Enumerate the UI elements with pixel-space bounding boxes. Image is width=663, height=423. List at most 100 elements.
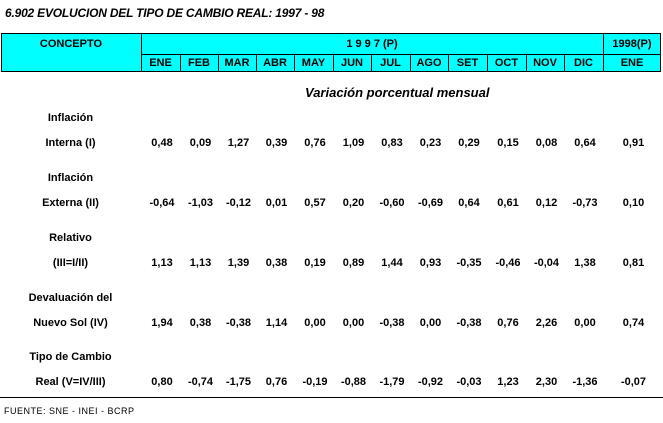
- table-cell-value: 1,13: [151, 257, 173, 269]
- table-cell-value: 2,30: [535, 376, 558, 388]
- table-cell-value: -0,69: [417, 197, 444, 209]
- table-cell-value: 0,15: [497, 137, 519, 149]
- header-month: AGO: [416, 57, 442, 69]
- table-cell-value: 0,81: [622, 257, 645, 269]
- table-cell-value: 0,29: [458, 137, 480, 149]
- row-label: Inflación: [47, 172, 94, 184]
- header-month: JUL: [380, 57, 401, 69]
- table-cell-value: -1,75: [225, 376, 252, 388]
- month-column-divider: [294, 54, 295, 72]
- row-label: Tipo de Cambio: [29, 351, 112, 363]
- month-column-divider: [487, 54, 488, 72]
- month-column-divider: [218, 54, 219, 72]
- table-cell-value: -0,92: [417, 376, 444, 388]
- table-cell-value: 0,74: [622, 317, 645, 329]
- table-cell-value: 0,64: [574, 137, 596, 149]
- table-cell-value: 1,27: [227, 137, 250, 149]
- month-column-divider: [526, 54, 527, 72]
- table-cell-value: -0,19: [302, 376, 328, 388]
- table-cell-value: -1,03: [187, 197, 214, 209]
- table-cell-value: 1,44: [381, 257, 403, 269]
- table-cell-value: -1,79: [379, 376, 405, 388]
- header-month: ENE: [149, 57, 172, 69]
- table-cell-value: 1,09: [342, 137, 365, 149]
- table-cell-value: 0,00: [574, 317, 596, 329]
- row-sublabel: Real (V=IV/III): [35, 376, 106, 388]
- row-label: Relativo: [49, 232, 92, 244]
- table-cell-value: 0,93: [419, 257, 442, 269]
- row-sublabel: Externa (II): [42, 197, 99, 209]
- table-cell-value: 0,76: [304, 137, 326, 149]
- table-cell-value: 0,80: [151, 376, 173, 388]
- table-cell-value: 1,14: [265, 317, 288, 329]
- table-cell-value: -0,60: [379, 197, 405, 209]
- table-cell-value: 0,12: [535, 197, 558, 209]
- header-month: DIC: [574, 57, 593, 69]
- table-cell-value: 0,00: [342, 317, 365, 329]
- month-column-divider: [256, 54, 257, 72]
- table-cell-value: 0,61: [497, 197, 519, 209]
- table-cell-value: 0,83: [381, 137, 403, 149]
- row-label: Inflación: [47, 112, 94, 124]
- month-column-divider: [448, 54, 449, 72]
- table-cell-value: 2,26: [535, 317, 558, 329]
- header-month: SET: [456, 57, 479, 69]
- table-cell-value: 0,57: [304, 197, 326, 209]
- header-year-1998: 1998(P): [612, 38, 652, 50]
- row-sublabel: (III=I/II): [52, 257, 89, 269]
- table-cell-value: 0,76: [497, 317, 519, 329]
- header-column-divider: [141, 33, 142, 72]
- header-month: OCT: [494, 57, 519, 69]
- table-cell-value: -0,64: [149, 197, 175, 209]
- table-cell-value: 0,09: [189, 137, 212, 149]
- table-cell-value: -0,38: [379, 317, 405, 329]
- table-cell-value: -0,03: [456, 376, 482, 388]
- row-sublabel: Interna (I): [45, 137, 96, 149]
- table-cell-value: 1,94: [151, 317, 173, 329]
- table-cell-value: 1,39: [227, 257, 250, 269]
- table-cell-value: 0,00: [419, 317, 442, 329]
- table-cell-value: 0,23: [419, 137, 442, 149]
- table-cell-value: -0,88: [340, 376, 367, 388]
- page-title: 6.902 EVOLUCION DEL TIPO DE CAMBIO REAL:…: [5, 6, 325, 20]
- table-header: [1, 33, 661, 72]
- table-cell-value: -0,07: [620, 376, 647, 388]
- table-cell-value: 1,38: [574, 257, 596, 269]
- header-column-divider: [603, 33, 604, 72]
- table-subtitle: Variación porcentual mensual: [305, 85, 490, 100]
- table-cell-value: -0,74: [187, 376, 214, 388]
- table-cell-value: -0,38: [225, 317, 252, 329]
- header-month: MAY: [301, 57, 326, 69]
- header-year-1997: 1 9 9 7 (P): [346, 38, 398, 50]
- header-month: MAR: [224, 57, 250, 69]
- table-cell-value: -0,12: [225, 197, 252, 209]
- header-month: ABR: [263, 57, 287, 69]
- table-cell-value: 0,89: [342, 257, 365, 269]
- table-cell-value: -1,36: [572, 376, 598, 388]
- table-cell-value: -0,04: [533, 257, 560, 269]
- header-month: NOV: [533, 57, 557, 69]
- table-cell-value: -0,38: [456, 317, 482, 329]
- table-cell-value: 0,64: [458, 197, 480, 209]
- table-cell-value: 0,10: [622, 197, 645, 209]
- table-cell-value: 0,38: [265, 257, 288, 269]
- table-cell-value: 0,39: [265, 137, 288, 149]
- row-label: Devaluación del: [28, 292, 113, 304]
- row-sublabel: Nuevo Sol (IV): [33, 317, 108, 329]
- table-cell-value: 0,91: [622, 137, 645, 149]
- header-month: JUN: [340, 57, 363, 69]
- header-month: FEB: [188, 57, 210, 69]
- table-cell-value: 0,20: [342, 197, 365, 209]
- table-cell-value: -0,46: [495, 257, 521, 269]
- table-cell-value: 1,13: [189, 257, 212, 269]
- month-column-divider: [371, 54, 372, 72]
- table-cell-value: 0,08: [535, 137, 558, 149]
- table-cell-value: -0,35: [456, 257, 482, 269]
- table-cell-value: 0,38: [189, 317, 212, 329]
- table-cell-value: 0,01: [265, 197, 288, 209]
- month-column-divider: [180, 54, 181, 72]
- month-column-divider: [333, 54, 334, 72]
- header-concepto: CONCEPTO: [39, 38, 103, 50]
- month-column-divider: [410, 54, 411, 72]
